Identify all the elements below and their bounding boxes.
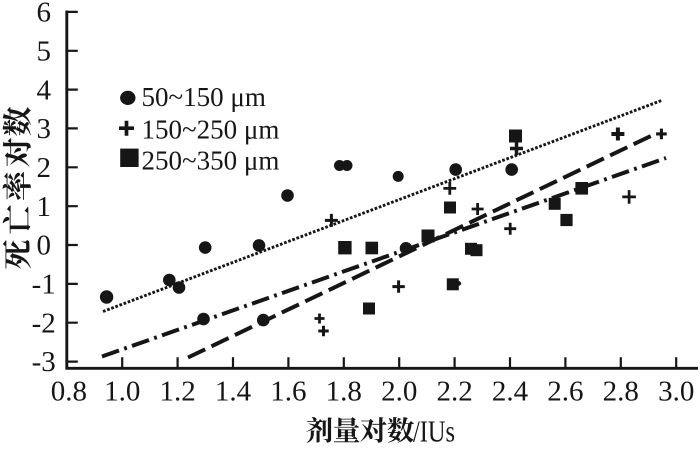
svg-text:1.0: 1.0 <box>104 375 140 407</box>
svg-text:2.2: 2.2 <box>436 375 472 407</box>
svg-text:150~250 μm: 150~250 μm <box>142 114 280 144</box>
svg-text:-2: -2 <box>32 307 56 339</box>
svg-text:1.4: 1.4 <box>215 375 252 407</box>
svg-text:1.8: 1.8 <box>326 375 362 407</box>
svg-text:/IUs: /IUs <box>413 413 455 446</box>
svg-text:3.0: 3.0 <box>658 375 694 407</box>
svg-text:2.0: 2.0 <box>381 375 417 407</box>
svg-text:1.6: 1.6 <box>270 375 306 407</box>
svg-text:2.6: 2.6 <box>547 375 583 407</box>
svg-text:2: 2 <box>36 152 51 184</box>
svg-text:5: 5 <box>36 36 51 68</box>
svg-text:4: 4 <box>36 74 51 106</box>
svg-text:50~150 μm: 50~150 μm <box>142 82 266 112</box>
svg-text:3: 3 <box>36 113 51 145</box>
svg-text:1.2: 1.2 <box>159 375 195 407</box>
svg-text:-3: -3 <box>32 346 56 378</box>
svg-text:2.8: 2.8 <box>603 375 639 407</box>
svg-text:0: 0 <box>36 230 51 262</box>
svg-text:1: 1 <box>36 191 51 223</box>
svg-text:250~350 μm: 250~350 μm <box>142 146 280 176</box>
svg-text:2.4: 2.4 <box>492 375 529 407</box>
svg-text:6: 6 <box>36 0 51 29</box>
svg-text:0.8: 0.8 <box>51 375 87 407</box>
svg-text:-1: -1 <box>32 269 56 301</box>
